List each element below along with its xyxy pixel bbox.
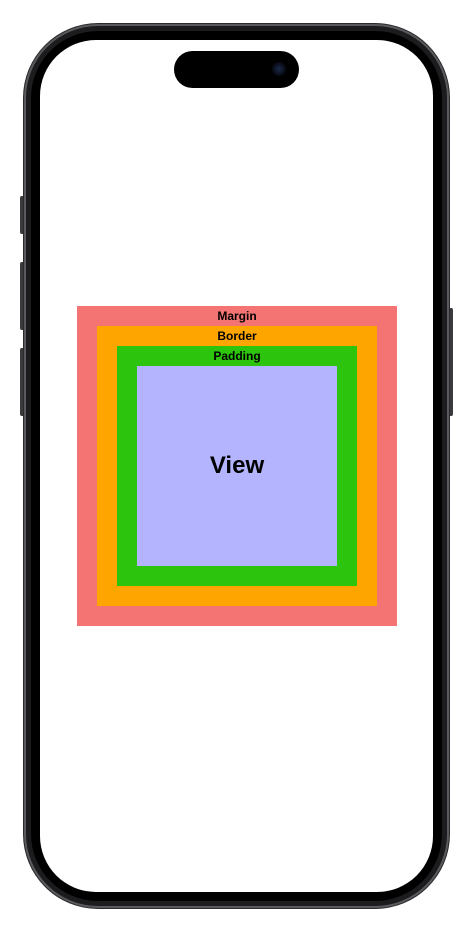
view-label: View — [209, 452, 265, 479]
front-camera-icon — [272, 62, 286, 76]
action-button — [20, 196, 25, 234]
border-label: Border — [217, 329, 257, 343]
power-button — [448, 308, 453, 416]
volume-down-button — [20, 348, 25, 416]
view-box: View — [137, 366, 337, 566]
padding-label: Padding — [213, 349, 261, 363]
margin-label: Margin — [217, 309, 257, 323]
volume-up-button — [20, 262, 25, 330]
